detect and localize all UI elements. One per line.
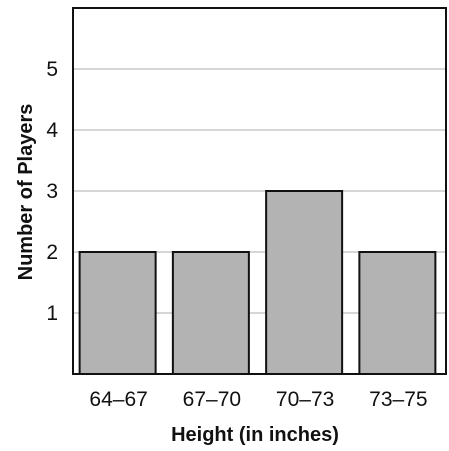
y-axis-title: Number of Players bbox=[15, 104, 37, 281]
bars bbox=[78, 190, 437, 375]
x-tick-labels: 64–67 67–70 70–73 73–75 bbox=[89, 388, 427, 411]
y-tick-label: 4 bbox=[46, 119, 58, 142]
plot-frame bbox=[72, 7, 447, 375]
x-tick-label: 64–67 bbox=[89, 388, 147, 411]
bar-64–67 bbox=[78, 251, 157, 375]
x-tick-label: 67–70 bbox=[183, 388, 241, 411]
y-tick-label: 2 bbox=[46, 241, 58, 264]
x-tick-label: 73–75 bbox=[369, 388, 427, 411]
y-tick-label: 1 bbox=[46, 302, 58, 325]
bar-70–73 bbox=[265, 190, 344, 375]
x-tick-label: 70–73 bbox=[276, 388, 334, 411]
y-tick-label: 5 bbox=[46, 58, 58, 81]
y-tick-labels: 1 2 3 4 5 bbox=[46, 58, 58, 325]
y-tick-label: 3 bbox=[46, 180, 58, 203]
bar-73–75 bbox=[358, 251, 437, 375]
x-axis-title: Height (in inches) bbox=[171, 424, 339, 446]
bar-67–70 bbox=[171, 251, 250, 375]
